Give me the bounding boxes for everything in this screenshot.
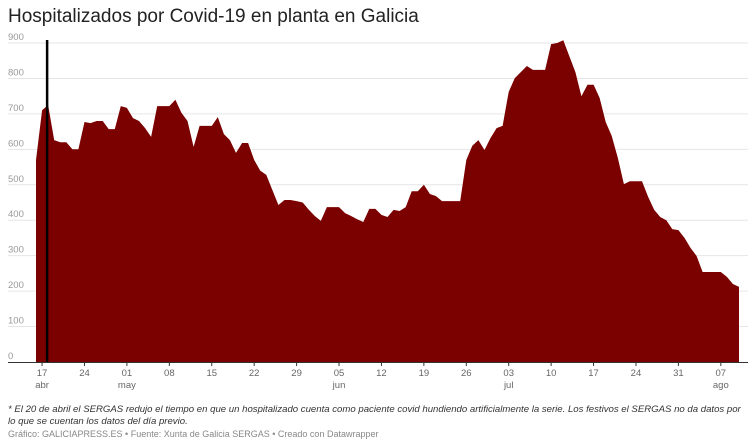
x-month-label: abr <box>35 380 49 391</box>
x-tick-label: 31 <box>673 368 684 379</box>
footnote: * El 20 de abril el SERGAS redujo el tie… <box>8 404 741 427</box>
x-tick-label: 10 <box>546 368 557 379</box>
x-tick-label: 08 <box>164 368 175 379</box>
x-tick-label: 24 <box>79 368 90 379</box>
x-tick-label: 29 <box>291 368 302 379</box>
y-tick-label: 400 <box>8 209 24 220</box>
x-tick-label: 26 <box>461 368 472 379</box>
x-month-label: jul <box>503 380 514 391</box>
y-tick-label: 600 <box>8 138 24 149</box>
x-month-label: jun <box>332 380 346 391</box>
y-tick-label: 100 <box>8 316 24 327</box>
x-tick-label: 15 <box>206 368 217 379</box>
x-month-label: may <box>118 380 136 391</box>
x-tick-label: 03 <box>503 368 514 379</box>
y-tick-label: 500 <box>8 174 24 185</box>
x-tick-label: 07 <box>716 368 727 379</box>
y-tick-label: 900 <box>8 32 24 43</box>
chart-title: Hospitalizados por Covid-19 en planta en… <box>8 6 419 27</box>
y-tick-label: 800 <box>8 67 24 78</box>
x-tick-label: 17 <box>37 368 48 379</box>
series-area <box>36 40 739 362</box>
x-tick-label: 05 <box>334 368 345 379</box>
credits: Gráfico: GALICIAPRESS.ES • Fuente: Xunta… <box>8 429 379 439</box>
x-tick-label: 01 <box>122 368 133 379</box>
x-tick-label: 22 <box>249 368 260 379</box>
y-tick-label: 700 <box>8 103 24 114</box>
x-tick-label: 24 <box>631 368 642 379</box>
y-tick-label: 0 <box>8 351 13 362</box>
x-tick-label: 19 <box>419 368 430 379</box>
y-tick-label: 200 <box>8 280 24 291</box>
x-tick-label: 17 <box>588 368 599 379</box>
x-month-label: ago <box>713 380 729 391</box>
y-tick-label: 300 <box>8 245 24 256</box>
x-tick-label: 12 <box>376 368 387 379</box>
